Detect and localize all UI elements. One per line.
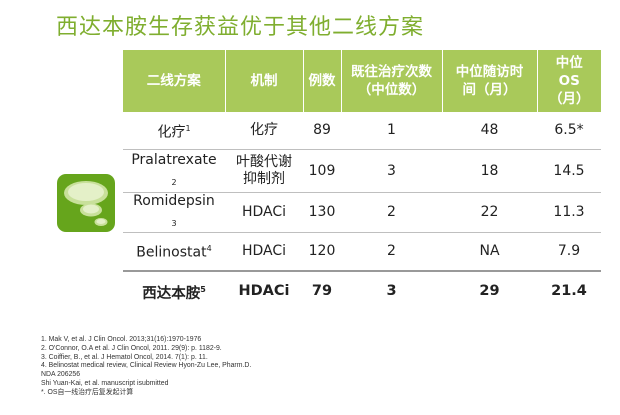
regimen-name: Romidepsin (133, 193, 215, 209)
mechanism-cell: HDACi (225, 231, 303, 271)
reference-line: NDA 206256 (41, 371, 81, 379)
os-cell: 11.3 (537, 192, 601, 233)
reference-line: *. OS自一线治疗后复发起计算 (41, 388, 134, 396)
header-cases: 例数 (302, 50, 341, 112)
table-row: Belinostat4 HDACi 120 2 NA 7.9 (123, 231, 601, 271)
page-title: 西达本胺生存获益优于其他二线方案 (56, 15, 425, 40)
reference-line: 1. Mak V, et al. J Clin Oncol. 2013;31(1… (41, 336, 202, 343)
header-followup: 中位随访时 间（月） (441, 50, 537, 112)
regimen-name: 西达本胺 (142, 285, 201, 302)
cases-cell: 130 (303, 192, 341, 233)
header-label: 中位随访时 间（月） (455, 64, 524, 98)
regimen-name: Belinostat (136, 245, 207, 262)
regimen-cell: 西达本胺5 (123, 269, 225, 312)
table-row: Pralatrexate 2 叶酸代谢 抑制剂 109 3 18 14.5 (123, 149, 601, 193)
references: 1. Mak V, et al. J Clin Oncol. 2013;31(1… (41, 336, 251, 398)
header-label: 二线方案 (146, 73, 201, 89)
os-cell: 14.5 (537, 149, 601, 193)
regimen-cell: Romidepsin 3 (123, 192, 225, 233)
followup-cell: 22 (442, 192, 537, 233)
cases-cell: 109 (303, 149, 341, 193)
regimen-cell: 化疗1 (123, 112, 225, 150)
header-label: 中位 OS （月） (549, 55, 590, 107)
regimen-name: Pralatrexate (131, 151, 217, 168)
reference-line: 2. O'Connor, O.A et al. J Clin Oncol, 20… (41, 344, 222, 352)
os-cell: 7.9 (537, 231, 601, 271)
reference-line: 3. Coiffier, B., et al. J Hematol Oncol,… (41, 353, 208, 361)
mechanism-cell: HDACi (225, 192, 303, 233)
header-label: 机制 (250, 73, 278, 89)
cases-cell: 89 (313, 122, 331, 138)
cases-cell: 120 (303, 231, 341, 271)
reference-line: Shi Yuan-Kai, et al. manuscript isubmitt… (41, 379, 169, 387)
regimen-cell: Pralatrexate 2 (123, 149, 225, 193)
followup-cell: 18 (442, 149, 537, 193)
os-cell-highlight: 21.4 (537, 269, 601, 312)
mechanism-cell: HDACi (225, 269, 303, 312)
regimen-name: 化疗 (157, 124, 186, 141)
followup-cell: 48 (480, 122, 499, 138)
thought-bubble-icon (57, 174, 115, 232)
followup-cell: 29 (442, 269, 537, 312)
reference-mark: 2 (171, 177, 177, 187)
reference-line: 4. Belinostat medical review, Clinical R… (41, 362, 252, 370)
table-row: Romidepsin 3 HDACi 130 2 22 11.3 (123, 192, 601, 233)
reference-mark: 1 (185, 123, 191, 133)
table-header-row: 二线方案 机制 例数 既往治疗次数 （中位数） 中位随访时 间（月） 中位 OS （月） (123, 50, 601, 112)
regimen-cell: Belinostat4 (123, 231, 225, 271)
header-median-os: 中位 OS （月） (536, 50, 601, 112)
followup-cell: NA (442, 231, 537, 271)
os-cell: 6.5* (554, 122, 584, 138)
cases-cell: 79 (303, 269, 341, 312)
reference-mark: 4 (206, 244, 212, 254)
header-label: 例数 (308, 73, 336, 89)
table-row: 化疗1 化疗 89 1 48 6.5* (123, 112, 601, 150)
mechanism-cell: 化疗 (250, 122, 278, 138)
prior-cell: 1 (387, 122, 396, 138)
prior-cell: 3 (341, 149, 442, 193)
prior-cell: 2 (341, 192, 442, 233)
header-prior-therapies: 既往治疗次数 （中位数） (340, 50, 442, 112)
header-label: 既往治疗次数 （中位数） (351, 64, 432, 98)
header-regimen: 二线方案 (123, 50, 225, 112)
header-mechanism: 机制 (224, 50, 303, 112)
reference-mark: 3 (171, 218, 177, 228)
table-row-highlight: 西达本胺5 HDACi 79 3 29 21.4 (123, 269, 601, 312)
prior-cell: 3 (341, 269, 442, 312)
prior-cell: 2 (341, 231, 442, 271)
comparison-table: 二线方案 机制 例数 既往治疗次数 （中位数） 中位随访时 间（月） 中位 OS （月）… (123, 50, 601, 312)
mechanism-cell: 叶酸代谢 抑制剂 (225, 149, 303, 193)
reference-mark: 5 (200, 284, 206, 294)
